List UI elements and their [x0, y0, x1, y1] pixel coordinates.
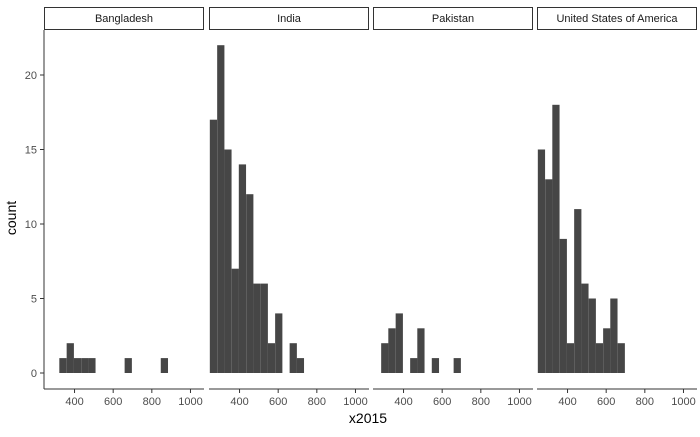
x-tick-label: 600 [433, 396, 451, 408]
x-tick-label: 600 [104, 396, 122, 408]
facet-panel-3: Pakistan 400 600 800 1000 [373, 7, 533, 408]
y-tick-label: 0 [31, 368, 37, 380]
x-tick-label: 600 [597, 396, 615, 408]
histogram-bar [217, 45, 225, 373]
x-tick-label: 1000 [507, 396, 531, 408]
facet-strip [44, 7, 204, 30]
x-tick-label: 400 [65, 396, 83, 408]
histogram-bar [209, 119, 218, 373]
y-axis: 0 5 10 15 20 [25, 30, 45, 389]
histogram-bar [73, 358, 82, 373]
histogram-bar [610, 298, 618, 373]
histogram-bar [417, 328, 425, 373]
histogram-bar [574, 209, 582, 373]
histogram-bar [246, 194, 254, 373]
facet-panel-1: Bangladesh 400 600 800 1000 [44, 7, 204, 408]
x-tick-label: 800 [308, 396, 326, 408]
histogram-bar [224, 149, 232, 373]
histogram-bar [253, 283, 261, 373]
histogram-bar [124, 358, 132, 373]
y-tick-label: 20 [25, 70, 37, 82]
histogram-bar [395, 313, 403, 373]
histogram-bar [559, 238, 567, 373]
x-tick-label: 800 [143, 396, 161, 408]
histogram-bar [566, 343, 575, 373]
histogram-bar [81, 358, 89, 373]
histogram-bar [267, 343, 276, 373]
histogram-bar [260, 283, 268, 373]
histogram-bar [545, 179, 553, 373]
histogram-bar [275, 313, 283, 373]
histogram-bar [581, 283, 589, 373]
x-tick-label: 1000 [671, 396, 695, 408]
histogram-bar [88, 358, 96, 373]
x-tick-label: 1000 [343, 396, 367, 408]
facet-panels: Bangladesh 400 600 800 1000 India 400 600 800 100… [44, 7, 697, 408]
histogram-bar [289, 343, 297, 373]
facet-strip [209, 7, 369, 30]
histogram-bar [388, 328, 396, 373]
histogram-bar [238, 164, 247, 373]
x-tick-label: 400 [558, 396, 576, 408]
facet-strip-label: India [277, 13, 302, 25]
histogram-bar [603, 328, 611, 373]
histogram-bar [552, 104, 560, 374]
histogram-bar [410, 358, 418, 373]
x-axis-title: x2015 [349, 410, 387, 426]
x-tick-label: 800 [472, 396, 490, 408]
y-axis-title: count [3, 201, 19, 235]
facet-strip [373, 7, 533, 30]
y-tick-label: 15 [25, 145, 37, 157]
y-tick-label: 5 [31, 294, 37, 306]
histogram-bar [431, 358, 440, 373]
facet-strip [537, 7, 697, 30]
histogram-bar [453, 358, 461, 373]
histogram-bar [588, 298, 596, 373]
histogram-bar [595, 343, 604, 373]
facet-strip-label: Bangladesh [95, 13, 153, 25]
facet-panel-4: United States of America 400 600 800 1000 [537, 7, 697, 408]
facet-strip-label: Pakistan [432, 13, 474, 25]
histogram-bar [231, 268, 239, 373]
histogram-bar [296, 358, 305, 373]
histogram-bar [537, 149, 546, 373]
histogram-bar [381, 343, 389, 373]
x-tick-label: 400 [230, 396, 248, 408]
facet-strip-label: United States of America [556, 13, 678, 25]
y-tick-label: 10 [25, 219, 37, 231]
x-tick-label: 1000 [178, 396, 202, 408]
histogram-bar [66, 343, 74, 373]
histogram-bar [59, 358, 67, 373]
x-tick-label: 600 [269, 396, 287, 408]
x-tick-label: 800 [636, 396, 654, 408]
x-tick-label: 400 [394, 396, 412, 408]
histogram-bar [617, 343, 625, 373]
histogram-bar [160, 358, 169, 373]
facet-panel-2: India 400 600 800 1000 [209, 7, 369, 408]
